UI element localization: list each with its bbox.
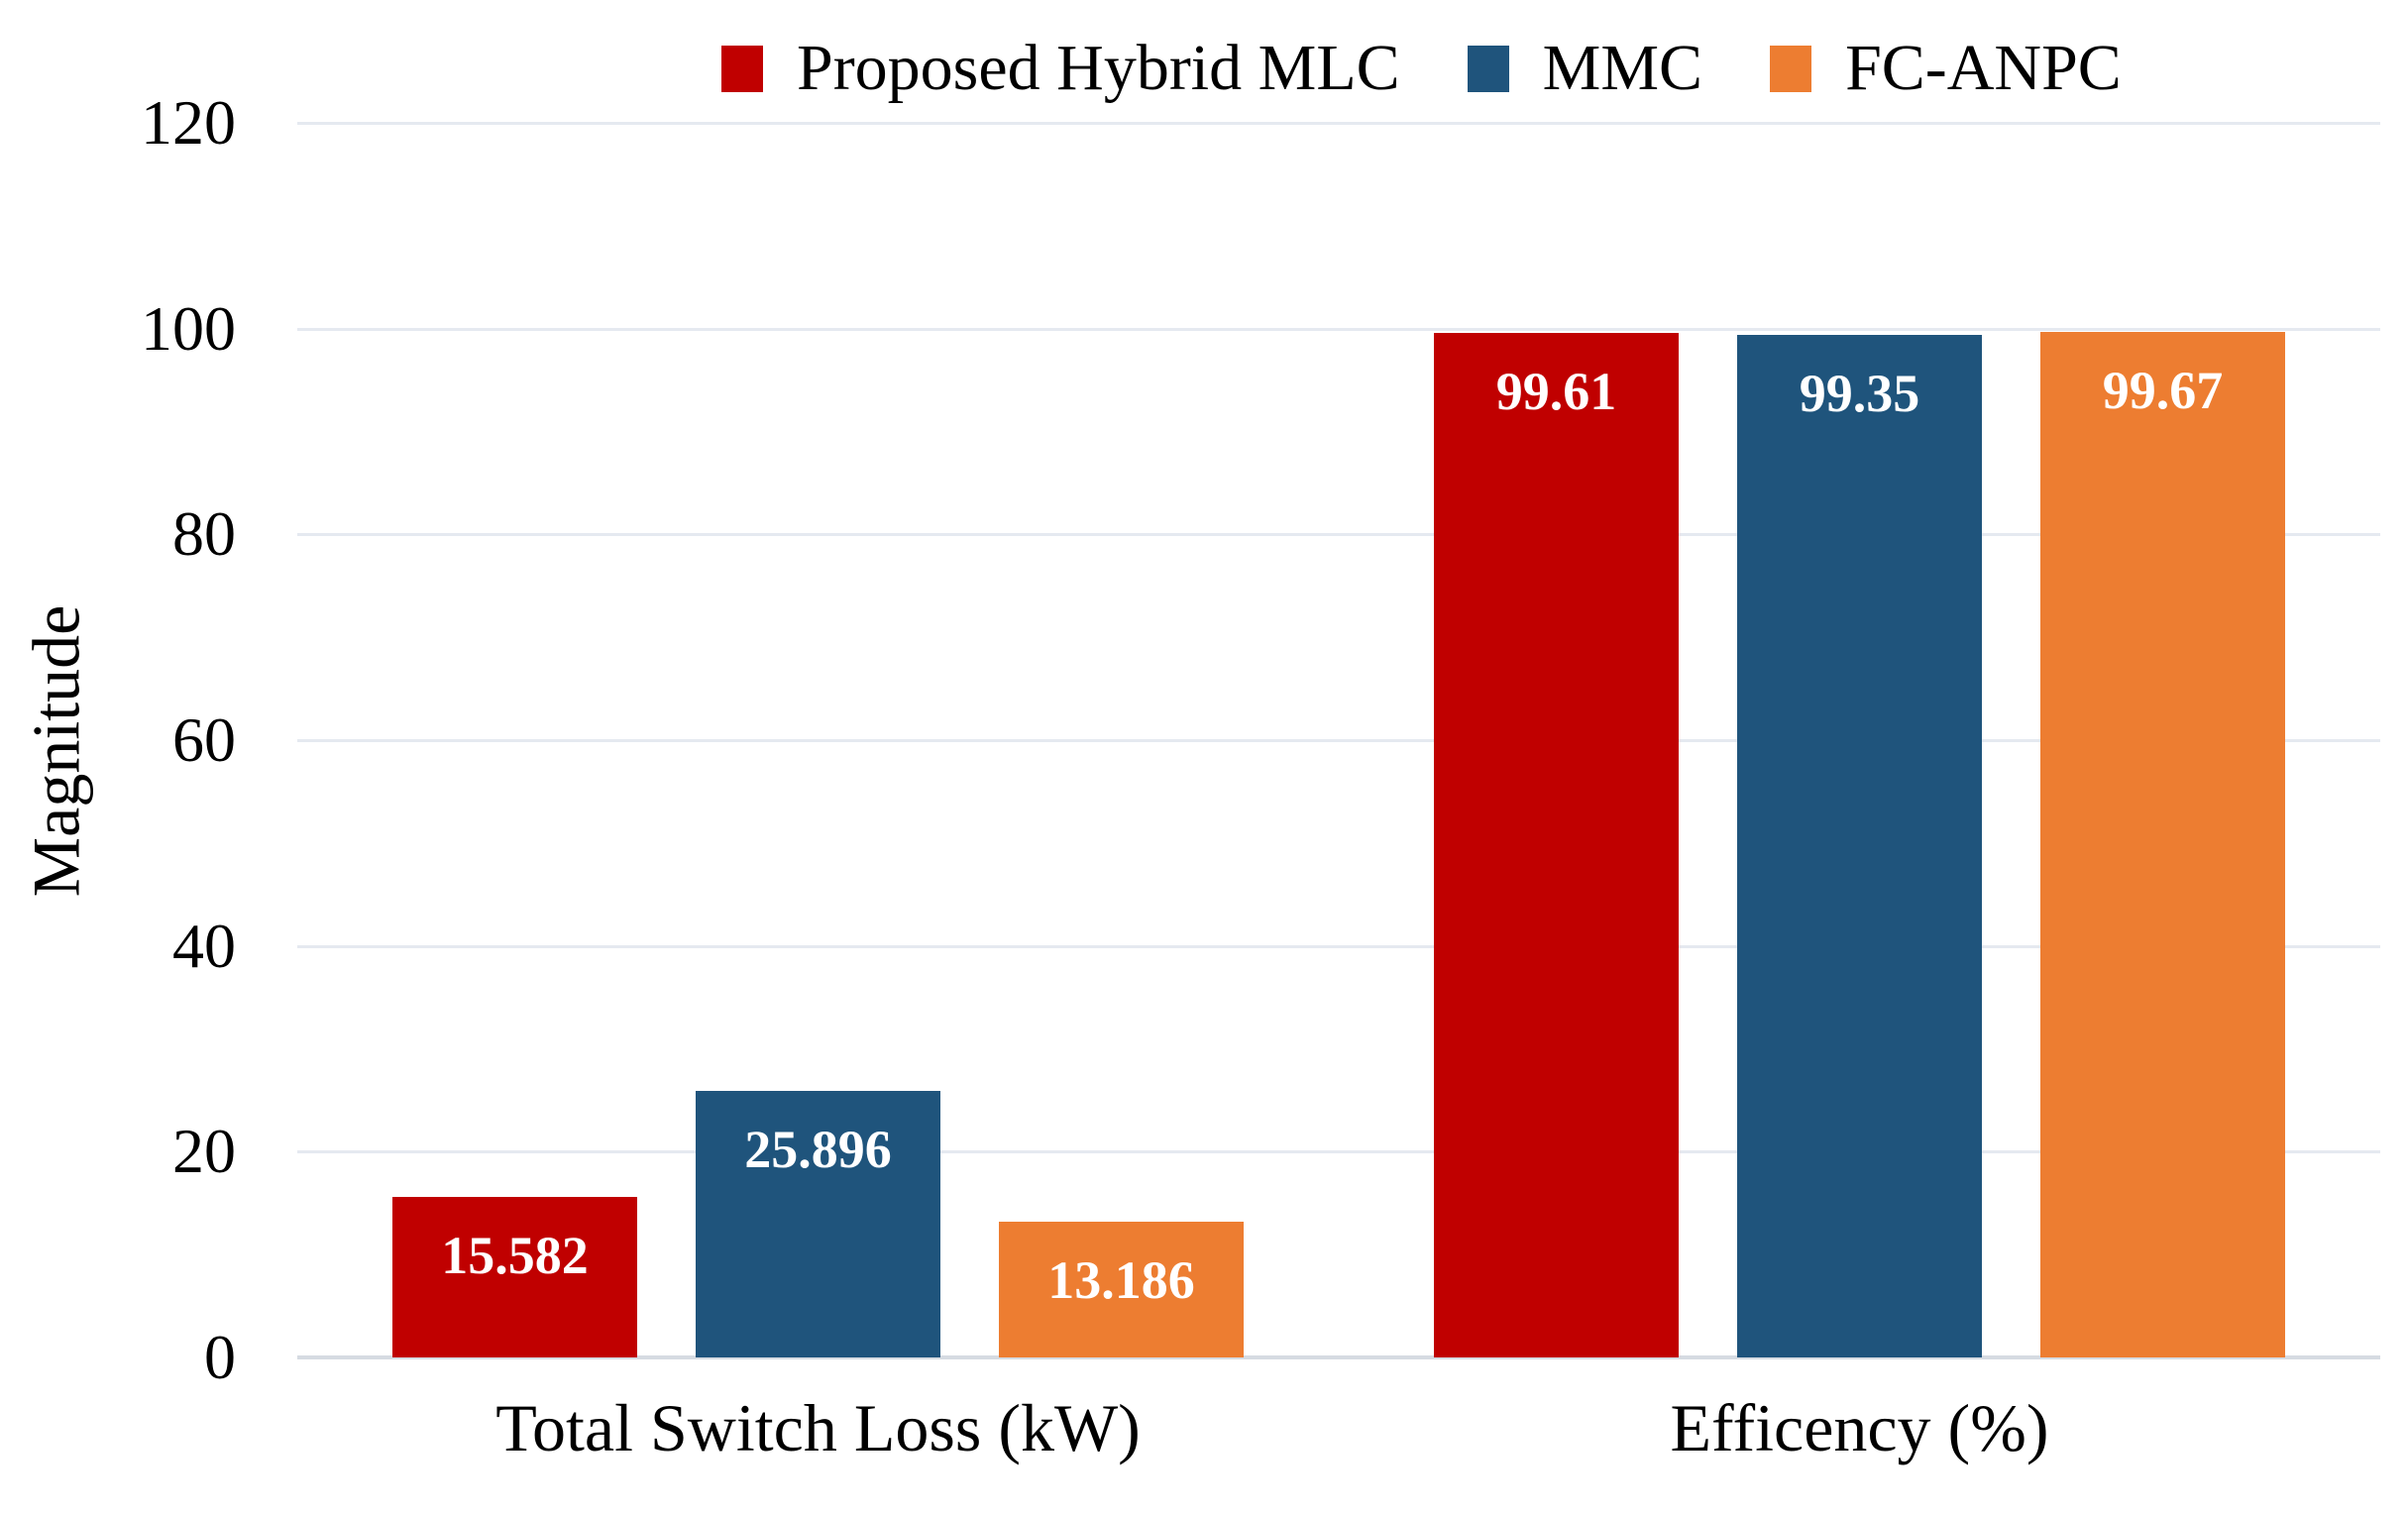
legend-swatch-mmc bbox=[1467, 45, 1509, 92]
bar-value-label: 15.582 bbox=[441, 1226, 589, 1286]
legend: Proposed Hybrid MLC MMC FC-ANPC bbox=[721, 24, 2122, 113]
y-tick-label: 40 bbox=[172, 910, 236, 981]
x-axis-category-labels: Total Switch Loss (kW) Efficency (%) bbox=[297, 1391, 2380, 1465]
legend-swatch-proposed-hybrid-mlc bbox=[721, 45, 763, 92]
legend-item-mmc: MMC bbox=[1467, 32, 1703, 104]
bar-value-label: 99.35 bbox=[1799, 364, 1920, 424]
y-tick-label: 0 bbox=[204, 1322, 236, 1392]
y-tick-label: 20 bbox=[172, 1116, 236, 1187]
bar-value-label: 99.67 bbox=[2102, 361, 2224, 421]
bar-value-label: 25.896 bbox=[744, 1120, 892, 1180]
gridline bbox=[297, 944, 2380, 948]
legend-label: MMC bbox=[1542, 32, 1703, 104]
gridline bbox=[297, 739, 2380, 742]
y-tick-label: 100 bbox=[141, 292, 236, 364]
x-axis-baseline bbox=[297, 1355, 2380, 1359]
gridline bbox=[297, 533, 2380, 537]
y-tick-label: 60 bbox=[172, 704, 236, 775]
category-group: 99.61 99.35 99.67 bbox=[1339, 123, 2380, 1357]
legend-item-proposed-hybrid-mlc: Proposed Hybrid MLC bbox=[721, 36, 1400, 101]
legend-label: Proposed Hybrid MLC bbox=[797, 32, 1400, 104]
gridline bbox=[297, 122, 2380, 125]
bar-value-label: 99.61 bbox=[1495, 361, 1617, 421]
y-axis-ticks: 0 20 40 60 80 100 120 bbox=[0, 91, 236, 1389]
x-category-label-total-switch-loss: Total Switch Loss (kW) bbox=[495, 1390, 1141, 1465]
bar-value-label: 13.186 bbox=[1047, 1250, 1195, 1311]
bar-fc-anpc: 13.186 bbox=[999, 1222, 1244, 1357]
bar-proposed-hybrid-mlc: 99.61 bbox=[1434, 332, 1679, 1357]
bar-proposed-hybrid-mlc: 15.582 bbox=[392, 1197, 637, 1357]
category-group: 15.582 25.896 13.186 bbox=[297, 123, 1339, 1357]
bar-fc-anpc: 99.67 bbox=[2040, 332, 2285, 1357]
plot-area: 15.582 25.896 13.186 99.61 99.35 99.67 bbox=[297, 122, 2380, 1359]
bar-mmc: 99.35 bbox=[1737, 335, 1982, 1357]
legend-item-fc-anpc: FC-ANPC bbox=[1770, 36, 2122, 101]
y-tick-label: 120 bbox=[141, 87, 236, 158]
legend-label: FC-ANPC bbox=[1845, 32, 2122, 104]
bar-groups: 15.582 25.896 13.186 99.61 99.35 99.67 bbox=[297, 123, 2380, 1357]
y-tick-label: 80 bbox=[172, 498, 236, 570]
legend-swatch-fc-anpc bbox=[1770, 45, 1812, 92]
gridline bbox=[297, 1150, 2380, 1154]
gridline bbox=[297, 327, 2380, 331]
x-category-label-efficency: Efficency (%) bbox=[1670, 1390, 2049, 1465]
bar-mmc: 25.896 bbox=[696, 1091, 940, 1357]
